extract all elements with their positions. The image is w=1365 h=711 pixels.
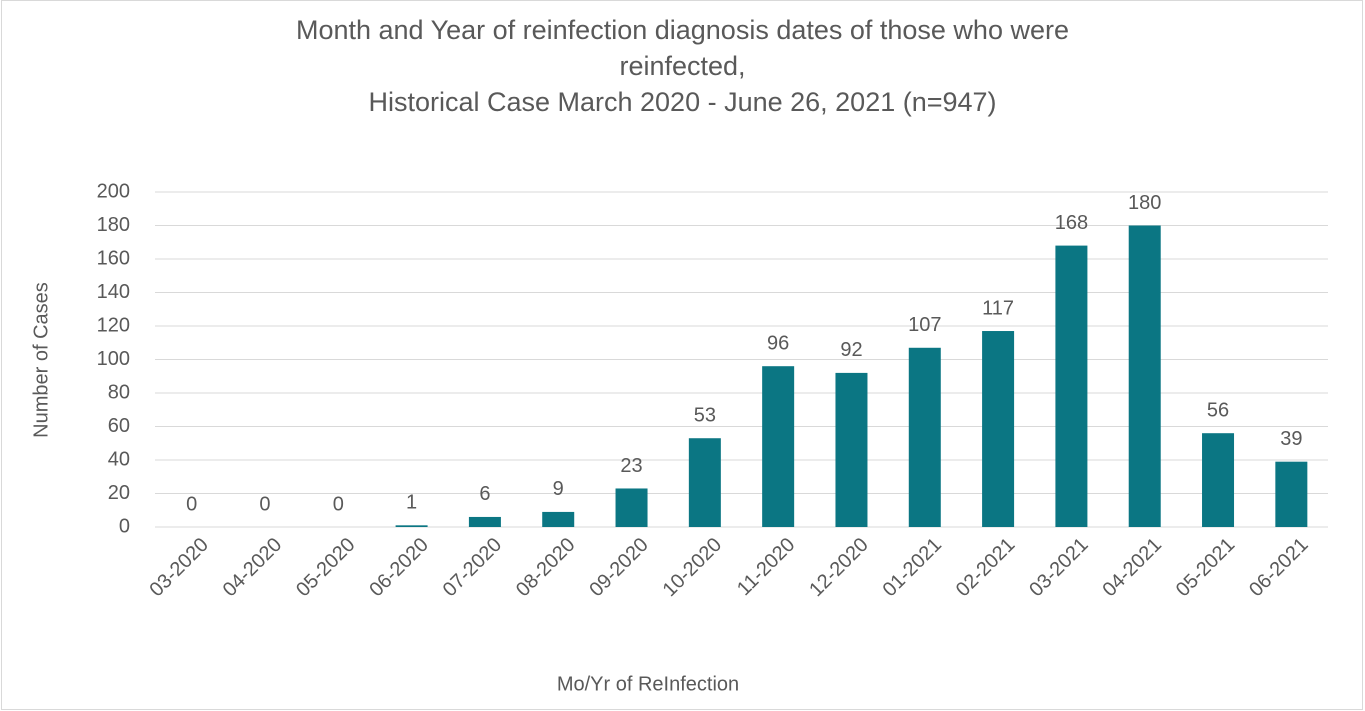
y-tick-label: 0 (119, 515, 130, 537)
bar (908, 347, 941, 527)
x-tick-label: 12-2020 (805, 534, 872, 601)
y-tick-label: 100 (97, 348, 130, 370)
y-axis-label: Number of Cases (30, 282, 52, 438)
y-tick-label: 20 (108, 482, 130, 504)
data-label: 53 (694, 405, 716, 427)
bar (982, 331, 1015, 527)
data-label: 0 (259, 493, 270, 515)
x-tick-label: 11-2020 (733, 534, 799, 600)
x-tick-label: 09-2020 (585, 534, 652, 601)
y-tick-label: 160 (97, 247, 130, 269)
data-label: 180 (1128, 192, 1161, 214)
bar (395, 525, 428, 527)
chart-subtitle: Historical Case March 2020 - June 26, 20… (368, 87, 997, 117)
x-tick-label: 06-2020 (365, 534, 432, 601)
x-axis-label: Mo/Yr of ReInfection (557, 673, 739, 695)
bar (468, 516, 501, 527)
x-tick-label: 05-2020 (292, 534, 359, 601)
x-tick-label: 03-2020 (145, 534, 212, 601)
x-tick-label: 08-2020 (512, 534, 579, 601)
bar (835, 372, 868, 527)
data-label: 168 (1055, 212, 1088, 234)
x-tick-label: 02-2021 (952, 534, 1019, 601)
data-label: 9 (553, 478, 564, 500)
y-tick-label: 80 (108, 381, 130, 403)
bar (1202, 433, 1235, 527)
x-tick-label: 10-2020 (659, 534, 726, 601)
bar (762, 366, 795, 527)
x-tick-label: 04-2020 (219, 534, 286, 601)
x-tick-label: 07-2020 (439, 534, 506, 601)
y-tick-label: 200 (97, 180, 130, 202)
data-label: 0 (186, 493, 197, 515)
data-label: 6 (479, 483, 490, 505)
x-tick-label: 04-2021 (1099, 534, 1166, 601)
data-label: 117 (982, 297, 1014, 319)
data-label: 23 (620, 455, 642, 477)
chart-title: Month and Year of reinfection diagnosis … (295, 15, 1069, 81)
data-label: 56 (1207, 399, 1229, 421)
x-tick-label: 01-2021 (879, 534, 946, 601)
data-label: 107 (908, 314, 941, 336)
y-tick-label: 180 (97, 214, 130, 236)
x-tick-label: 03-2021 (1025, 534, 1092, 601)
title-block: Month and Year of reinfection diagnosis … (0, 12, 1365, 120)
bar (1055, 245, 1088, 527)
bar (1275, 461, 1308, 527)
data-label: 92 (840, 339, 862, 361)
bar (1128, 225, 1161, 527)
data-label: 96 (767, 332, 789, 354)
data-label: 0 (333, 493, 344, 515)
bar (615, 488, 648, 527)
y-tick-label: 140 (97, 281, 130, 303)
y-tick-label: 40 (108, 448, 130, 470)
data-label: 1 (406, 492, 417, 514)
y-tick-label: 120 (97, 314, 130, 336)
bar (688, 438, 721, 527)
x-tick-label: 06-2021 (1245, 534, 1312, 601)
y-tick-label: 60 (108, 415, 130, 437)
data-label: 39 (1280, 428, 1302, 450)
bar (542, 511, 575, 527)
x-tick-label: 05-2021 (1172, 534, 1239, 601)
